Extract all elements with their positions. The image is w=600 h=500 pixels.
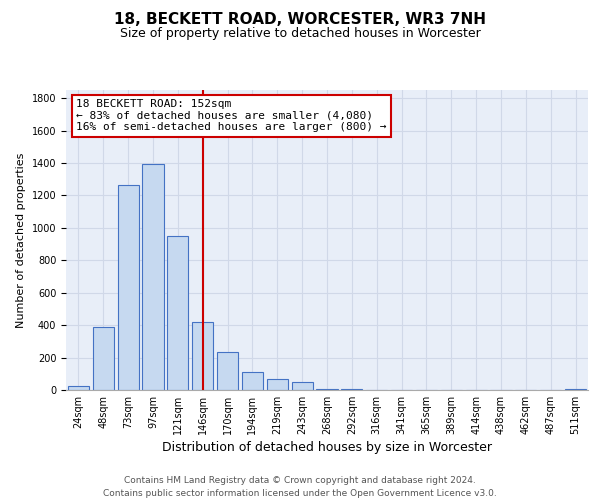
Bar xyxy=(167,236,188,390)
Bar xyxy=(242,372,263,390)
X-axis label: Distribution of detached houses by size in Worcester: Distribution of detached houses by size … xyxy=(162,441,492,454)
Bar xyxy=(118,185,139,390)
Text: 18 BECKETT ROAD: 152sqm
← 83% of detached houses are smaller (4,080)
16% of semi: 18 BECKETT ROAD: 152sqm ← 83% of detache… xyxy=(76,99,387,132)
Bar xyxy=(68,386,89,390)
Bar xyxy=(267,378,288,390)
Text: Size of property relative to detached houses in Worcester: Size of property relative to detached ho… xyxy=(119,28,481,40)
Bar xyxy=(192,322,213,390)
Bar xyxy=(316,389,338,390)
Bar xyxy=(142,164,164,390)
Bar xyxy=(217,352,238,390)
Bar xyxy=(93,327,114,390)
Bar xyxy=(341,389,362,390)
Y-axis label: Number of detached properties: Number of detached properties xyxy=(16,152,26,328)
Bar xyxy=(292,382,313,390)
Text: Contains HM Land Registry data © Crown copyright and database right 2024.
Contai: Contains HM Land Registry data © Crown c… xyxy=(103,476,497,498)
Text: 18, BECKETT ROAD, WORCESTER, WR3 7NH: 18, BECKETT ROAD, WORCESTER, WR3 7NH xyxy=(114,12,486,28)
Bar xyxy=(565,389,586,390)
